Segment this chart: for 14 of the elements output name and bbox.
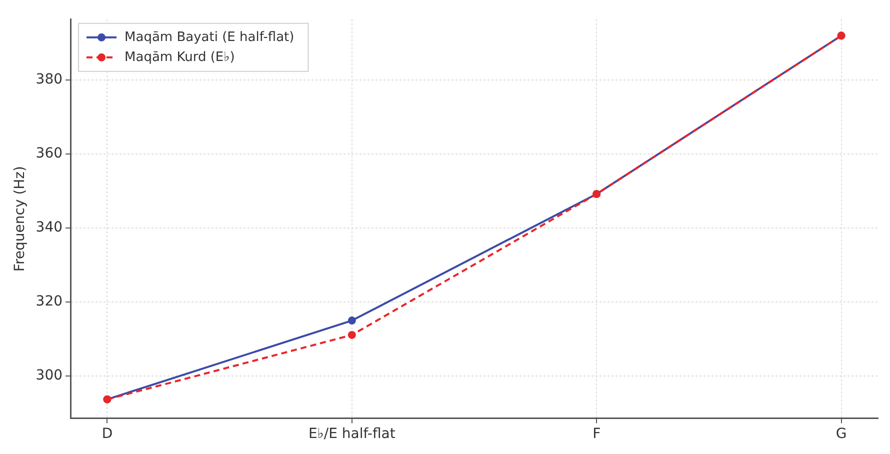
y-axis-title: Frequency (Hz)	[12, 166, 28, 272]
y-tick-label: 320	[36, 294, 63, 310]
y-tick-label: 380	[36, 72, 63, 88]
x-tick-label: D	[102, 426, 113, 442]
y-tick-label: 300	[36, 368, 63, 384]
x-tick-label: E♭/E half-flat	[308, 426, 396, 442]
y-tick-label: 340	[36, 220, 63, 236]
legend-label: Maqām Bayati (E half-flat)	[124, 30, 294, 45]
point	[348, 316, 356, 325]
legend-label: Maqām Kurd (E♭)	[124, 50, 235, 65]
x-tick-label: F	[592, 426, 601, 442]
y-tick-label: 360	[36, 146, 63, 162]
x-tick-label: G	[836, 426, 847, 442]
point	[348, 330, 356, 339]
